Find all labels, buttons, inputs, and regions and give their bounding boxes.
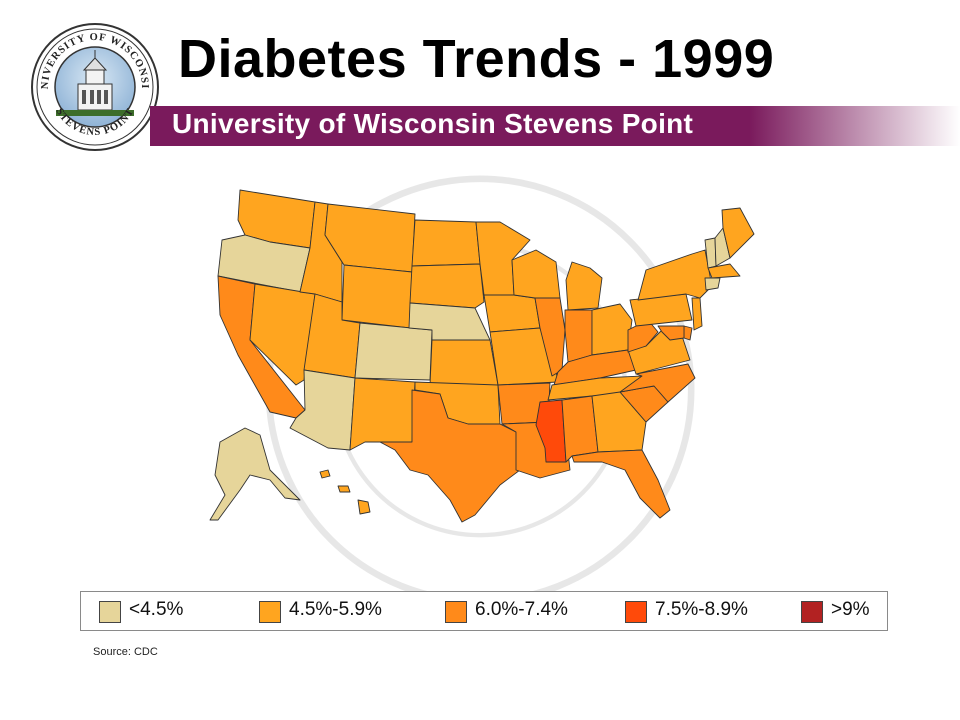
legend-swatch bbox=[445, 601, 467, 623]
state-tx bbox=[379, 389, 521, 523]
page-subtitle: University of Wisconsin Stevens Point bbox=[172, 108, 694, 139]
legend: <4.5% 4.5%-5.9% 6.0%-7.4% 7.5%-8.9% >9% bbox=[80, 591, 888, 631]
university-seal-icon: UNIVERSITY OF WISCONSIN STEVENS POINT bbox=[30, 22, 159, 151]
state-me bbox=[721, 207, 755, 259]
state-co bbox=[354, 322, 433, 381]
state-ak bbox=[209, 427, 301, 521]
state-fl bbox=[571, 449, 671, 519]
state-al bbox=[561, 395, 599, 463]
legend-swatch bbox=[625, 601, 647, 623]
state-nd bbox=[411, 219, 481, 267]
state-sd bbox=[409, 263, 485, 309]
state-ct bbox=[704, 277, 721, 291]
legend-label: >9% bbox=[831, 599, 870, 620]
legend-swatch bbox=[259, 601, 281, 623]
source-note: Source: CDC bbox=[93, 646, 158, 658]
state-ma bbox=[707, 263, 741, 279]
legend-label: 7.5%-8.9% bbox=[655, 599, 748, 620]
state-oh bbox=[591, 303, 633, 356]
state-ks bbox=[429, 339, 499, 386]
state-wy bbox=[341, 264, 413, 329]
state-md bbox=[657, 325, 685, 341]
state-de bbox=[683, 325, 693, 341]
state-mi bbox=[565, 261, 603, 311]
state-hi bbox=[319, 469, 371, 515]
state-nm bbox=[349, 377, 416, 451]
state-in bbox=[564, 309, 593, 363]
us-choropleth-map bbox=[209, 189, 755, 523]
page-title: Diabetes Trends - 1999 bbox=[178, 29, 775, 89]
state-ny bbox=[637, 249, 713, 301]
state-nj bbox=[691, 297, 703, 331]
legend-label: 4.5%-5.9% bbox=[289, 599, 382, 620]
legend-swatch bbox=[801, 601, 823, 623]
legend-swatch bbox=[99, 601, 121, 623]
subtitle-band bbox=[150, 106, 960, 146]
legend-label: <4.5% bbox=[129, 599, 184, 620]
state-ia bbox=[483, 294, 541, 333]
legend-label: 6.0%-7.4% bbox=[475, 599, 568, 620]
state-wi bbox=[511, 249, 561, 299]
